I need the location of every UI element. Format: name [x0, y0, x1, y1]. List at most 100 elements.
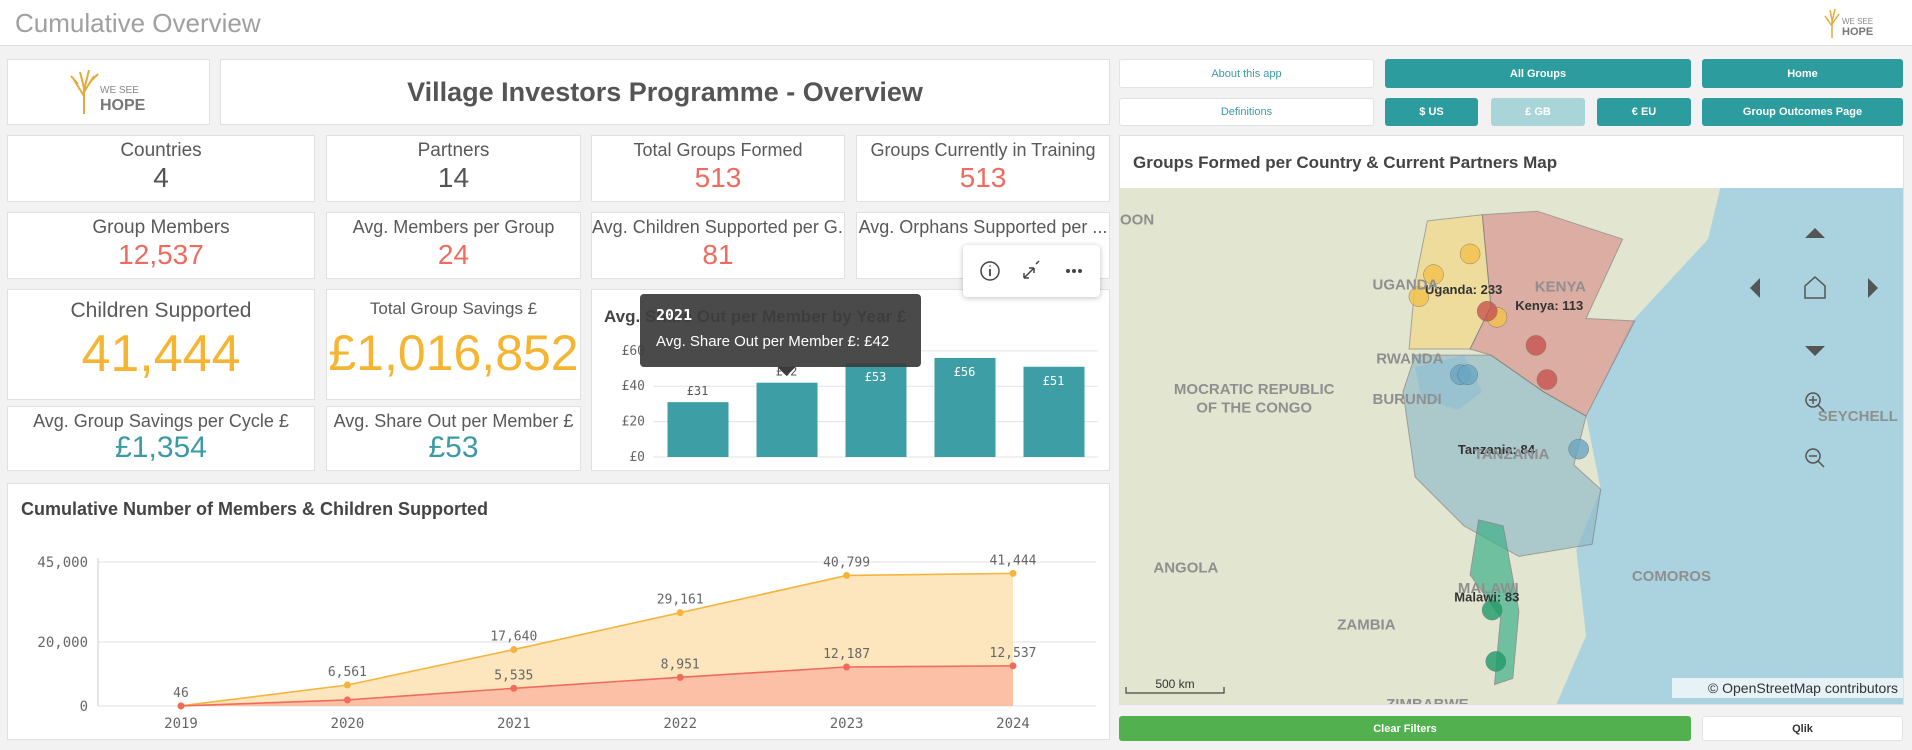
button[interactable]: $ US: [1385, 98, 1478, 126]
x-tick-label: 2023: [830, 716, 864, 732]
button[interactable]: Group Outcomes Page: [1702, 98, 1903, 126]
button[interactable]: Clear Filters: [1119, 716, 1691, 741]
logo-tree: [1824, 8, 1840, 38]
line: [180, 572, 1014, 707]
dashboard-title: Village Investors Programme - Overview: [220, 59, 1110, 125]
partner-marker[interactable]: [1568, 438, 1589, 460]
button[interactable]: £ GB: [1491, 98, 1585, 126]
tooltip-title: 2021: [656, 306, 692, 324]
bar: [934, 357, 996, 457]
nav-home[interactable]: [1804, 275, 1826, 299]
x-tick-label: 2021: [497, 716, 531, 732]
kpi-label: Avg. Orphans Supported per ...: [858, 217, 1108, 237]
point: [1009, 569, 1017, 577]
nav-left[interactable]: [1750, 278, 1760, 298]
kpi-value: 12,537: [118, 239, 204, 270]
kpi-value: 81: [702, 239, 734, 270]
map-panel: Groups Formed per Country & Current Part…: [1119, 135, 1904, 705]
kpi-label: Countries: [120, 140, 202, 161]
tooltip: 2021 Avg. Share Out per Member £: £42: [640, 294, 921, 376]
scale-bar: [1125, 687, 1225, 694]
country-value-label: Kenya: 113: [1515, 298, 1583, 313]
tooltip-pointer: [777, 367, 796, 376]
button[interactable]: Home: [1702, 59, 1903, 88]
button[interactable]: About this app: [1119, 59, 1374, 88]
value-label: 12,187: [823, 647, 870, 662]
y-tick-label: £0: [629, 450, 645, 465]
logo-text: WE SEE: [100, 85, 139, 96]
kpi-label: Avg. Children Supported per G...: [592, 217, 844, 237]
partner-marker[interactable]: [1476, 300, 1498, 322]
value-label: 41,444: [990, 553, 1037, 568]
partner-marker[interactable]: [1457, 364, 1478, 385]
country-value-label: Uganda: 233: [1425, 282, 1502, 297]
point: [177, 702, 185, 710]
partner-marker[interactable]: [1423, 264, 1444, 285]
zoom-out[interactable]: [1805, 448, 1821, 464]
button[interactable]: € EU: [1597, 98, 1691, 126]
zoom-in[interactable]: [1805, 392, 1821, 408]
y-tick-label: 0: [80, 699, 88, 715]
nav-up[interactable]: [1805, 228, 1825, 238]
logo-text: WE SEE: [1842, 17, 1873, 26]
partner-marker[interactable]: [1459, 243, 1481, 265]
button[interactable]: All Groups: [1385, 59, 1691, 88]
attribution[interactable]: © OpenStreetMap contributors: [1708, 680, 1898, 696]
place-name: TANZANIA: [1474, 446, 1550, 463]
more-dot[interactable]: [1072, 269, 1076, 273]
attribution-bg: [1672, 678, 1903, 698]
partner-marker[interactable]: [1536, 369, 1558, 390]
kpi-label: Total Group Savings £: [369, 299, 538, 318]
place-name: COMOROS: [1632, 568, 1711, 585]
value-label: 40,799: [823, 555, 870, 570]
nav-right[interactable]: [1868, 278, 1878, 298]
place-name: KENYA: [1535, 279, 1586, 296]
kpi-card: Total Groups Formed 513: [591, 135, 845, 202]
kpi-value: £1,016,852: [328, 325, 579, 381]
kpi-card: Total Group Savings £ £1,016,852: [326, 289, 581, 400]
logo: WE SEE HOPE: [70, 69, 146, 114]
top-bar: Cumulative Overview WE SEE HOPE: [0, 0, 1912, 46]
partner-marker[interactable]: [1481, 599, 1503, 621]
partner-marker[interactable]: [1408, 286, 1430, 307]
place-name: ZIMBABWE: [1386, 696, 1469, 705]
bar: [1023, 366, 1085, 457]
y-tick-label: £60: [622, 344, 645, 359]
button[interactable]: Qlik: [1702, 716, 1903, 741]
nav-down[interactable]: [1805, 346, 1825, 356]
expand-icon[interactable]: [1023, 260, 1040, 279]
y-tick-label: 20,000: [37, 635, 88, 651]
info-icon[interactable]: [980, 261, 1000, 281]
more-dot[interactable]: [1066, 269, 1070, 273]
kpi-label: Groups Currently in Training: [870, 140, 1096, 160]
chart-menu[interactable]: [963, 245, 1100, 297]
partner-marker[interactable]: [1525, 335, 1547, 356]
x-tick-label: 2022: [663, 716, 697, 732]
tooltip-text: Avg. Share Out per Member £: £42: [656, 333, 889, 350]
chart-title: Cumulative Number of Members & Children …: [21, 499, 488, 519]
place-name: UGANDA: [1373, 276, 1439, 293]
x-tick-label: 2024: [996, 716, 1030, 732]
value-label: 17,640: [490, 630, 537, 645]
more-dot[interactable]: [1078, 269, 1082, 273]
value-label: £56: [954, 365, 976, 379]
kpi-card: Avg. Share Out per Member £ £53: [326, 406, 581, 471]
kpi-value: 14: [437, 162, 470, 193]
scale-label: 500 km: [1155, 677, 1194, 691]
kpi-label: Avg. Group Savings per Cycle £: [33, 411, 289, 431]
kpi-card: Avg. Members per Group 24: [326, 212, 581, 279]
place-name: MOCRATIC REPUBLIC: [1174, 381, 1335, 398]
value-label: 6,561: [328, 665, 367, 680]
button[interactable]: Definitions: [1119, 98, 1374, 126]
country-value-label: Tanzania: 84: [1458, 442, 1536, 457]
place-name: OON: [1120, 212, 1154, 229]
country-tanzania: [1402, 354, 1602, 557]
y-tick-label: 45,000: [37, 555, 88, 571]
kpi-value: 24: [437, 239, 470, 270]
ocean: [1556, 188, 1903, 704]
partner-marker[interactable]: [1485, 651, 1507, 672]
place-name: OF THE CONGO: [1196, 400, 1312, 417]
y-tick-label: £20: [622, 415, 645, 430]
value-label: £53: [865, 370, 887, 384]
place-name: MALAWI: [1458, 580, 1519, 597]
